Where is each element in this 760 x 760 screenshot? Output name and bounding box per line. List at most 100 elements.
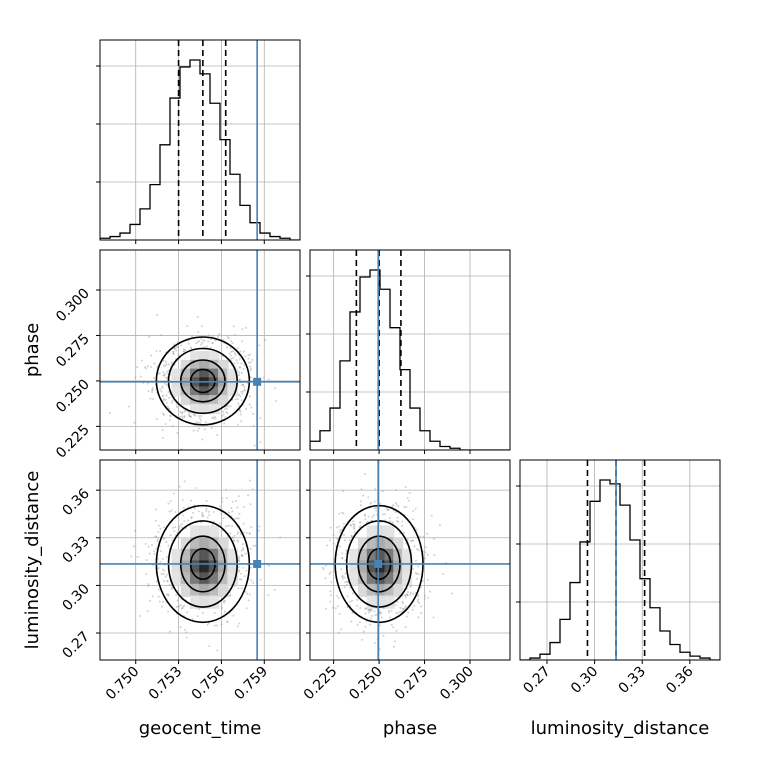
sample-point bbox=[169, 500, 172, 503]
sample-point bbox=[163, 526, 166, 529]
density-cell bbox=[190, 403, 201, 414]
sample-point bbox=[186, 611, 189, 614]
sample-point bbox=[231, 342, 234, 345]
sample-point bbox=[397, 505, 400, 508]
sample-point bbox=[417, 598, 420, 601]
sample-point bbox=[159, 388, 162, 391]
sample-point bbox=[432, 537, 435, 540]
sample-point bbox=[207, 340, 210, 343]
sample-point bbox=[367, 611, 370, 614]
sample-point bbox=[156, 540, 159, 543]
sample-point bbox=[155, 508, 158, 511]
sample-point bbox=[227, 405, 230, 408]
sample-point bbox=[236, 361, 239, 364]
sample-point bbox=[211, 342, 214, 345]
sample-point bbox=[352, 522, 355, 525]
sample-point bbox=[328, 539, 331, 542]
sample-point bbox=[165, 593, 168, 596]
sample-point bbox=[322, 568, 325, 571]
density-cell bbox=[199, 560, 211, 574]
density-cell bbox=[171, 368, 183, 379]
sample-point bbox=[337, 597, 340, 600]
sample-point bbox=[206, 345, 209, 348]
sample-point bbox=[182, 506, 185, 509]
sample-point bbox=[412, 509, 415, 512]
sample-point bbox=[193, 507, 196, 510]
sample-point bbox=[182, 605, 185, 608]
sample-point bbox=[195, 487, 198, 490]
density-cell bbox=[199, 368, 211, 379]
sample-point bbox=[401, 607, 404, 610]
sample-point bbox=[238, 366, 241, 369]
sample-point bbox=[226, 525, 229, 528]
sample-point bbox=[411, 592, 414, 595]
sample-point bbox=[213, 612, 216, 615]
sample-point bbox=[254, 544, 257, 547]
sample-point bbox=[222, 412, 225, 415]
sample-point bbox=[346, 605, 349, 608]
sample-point bbox=[239, 572, 242, 575]
density-cell bbox=[199, 359, 211, 371]
sample-point bbox=[234, 398, 237, 401]
sample-point bbox=[144, 367, 147, 370]
sample-point bbox=[406, 593, 409, 596]
sample-point bbox=[363, 513, 366, 516]
density-cell bbox=[190, 560, 201, 574]
sample-point bbox=[242, 368, 245, 371]
sample-point bbox=[421, 579, 424, 582]
sample-point bbox=[172, 353, 175, 356]
sample-point bbox=[406, 538, 409, 541]
sample-point bbox=[396, 612, 399, 615]
sample-point bbox=[181, 417, 184, 420]
sample-point bbox=[184, 348, 187, 351]
sample-point bbox=[267, 378, 270, 381]
y-tick-label: 0.300 bbox=[53, 286, 93, 326]
sample-point bbox=[237, 570, 240, 573]
sample-point bbox=[259, 417, 262, 420]
sample-point bbox=[350, 534, 353, 537]
histogram-phase bbox=[310, 269, 510, 450]
sample-point bbox=[343, 586, 346, 589]
sample-point bbox=[185, 636, 188, 639]
sample-point bbox=[180, 412, 183, 415]
sample-point bbox=[173, 529, 176, 532]
density-cell bbox=[190, 386, 201, 397]
sample-point bbox=[230, 357, 233, 360]
sample-point bbox=[324, 577, 327, 580]
density-cell bbox=[190, 595, 201, 609]
sample-point bbox=[368, 609, 371, 612]
sample-point bbox=[352, 526, 355, 529]
sample-point bbox=[406, 593, 409, 596]
sample-point bbox=[211, 341, 214, 344]
density-cell bbox=[180, 368, 192, 379]
sample-point bbox=[418, 601, 421, 604]
density-cell bbox=[227, 560, 238, 574]
sample-point bbox=[146, 382, 149, 385]
sample-point bbox=[392, 645, 395, 648]
density-cell bbox=[358, 572, 369, 586]
sample-point bbox=[170, 587, 173, 590]
sample-point bbox=[426, 578, 429, 581]
sample-point bbox=[159, 550, 162, 553]
sample-point bbox=[422, 535, 425, 538]
sample-point bbox=[161, 429, 164, 432]
sample-point bbox=[181, 411, 184, 414]
density-cell bbox=[217, 537, 229, 551]
sample-point bbox=[386, 508, 389, 511]
sample-point bbox=[155, 350, 158, 353]
y-axis-label-luminosity_distance: luminosity_distance bbox=[22, 471, 43, 650]
sample-point bbox=[426, 553, 429, 556]
sample-point bbox=[240, 549, 243, 552]
sample-point bbox=[175, 349, 178, 352]
sample-point bbox=[394, 603, 397, 606]
sample-point bbox=[364, 625, 367, 628]
sample-point bbox=[244, 590, 247, 593]
x-tick-label: 0.225 bbox=[301, 664, 341, 704]
sample-point bbox=[350, 599, 353, 602]
density-cell bbox=[199, 351, 211, 362]
sample-point bbox=[373, 500, 376, 503]
density-cell bbox=[375, 537, 386, 551]
sample-point bbox=[240, 555, 243, 558]
panel-frame bbox=[309, 459, 511, 661]
sample-point bbox=[407, 499, 410, 502]
